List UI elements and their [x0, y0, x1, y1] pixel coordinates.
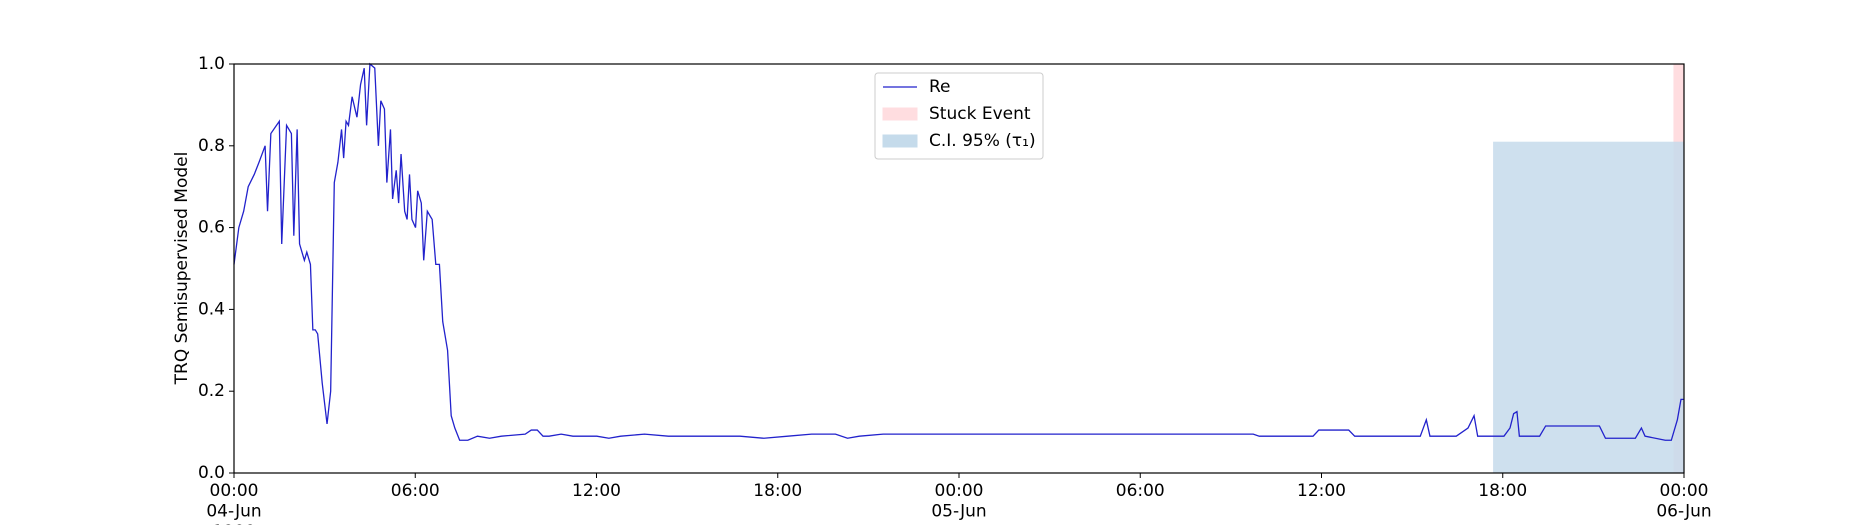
y-tick-label: 0.6: [198, 218, 225, 238]
y-tick-label: 0.8: [198, 136, 225, 156]
legend-swatch: [882, 134, 918, 148]
legend-label: Stuck Event: [929, 104, 1031, 124]
y-tick-label: 0.0: [198, 463, 225, 483]
x-tick-label: 00:00 06-Jun: [1656, 481, 1711, 521]
x-tick-label: 00:00 05-Jun: [931, 481, 986, 521]
x-tick-label: 18:00: [753, 481, 802, 501]
y-tick-label: 0.2: [198, 381, 225, 401]
x-tick-label: 06:00: [1116, 481, 1165, 501]
legend-swatch: [882, 107, 918, 121]
data-line: [233, 62, 1684, 441]
y-tick-label: 1.0: [198, 54, 225, 74]
span: [1493, 141, 1684, 473]
x-tick-label: 06:00: [391, 481, 440, 501]
x-tick-label: 12:00: [572, 481, 621, 501]
y-axis-label: TRQ Semisupervised Model: [172, 152, 192, 386]
y-tick-label: 0.4: [198, 299, 225, 319]
legend-label: C.I. 95% (τ₁): [929, 131, 1036, 151]
x-tick-label: 12:00: [1297, 481, 1346, 501]
legend-label: Re: [929, 77, 951, 97]
x-tick-label: 18:00: [1478, 481, 1527, 501]
